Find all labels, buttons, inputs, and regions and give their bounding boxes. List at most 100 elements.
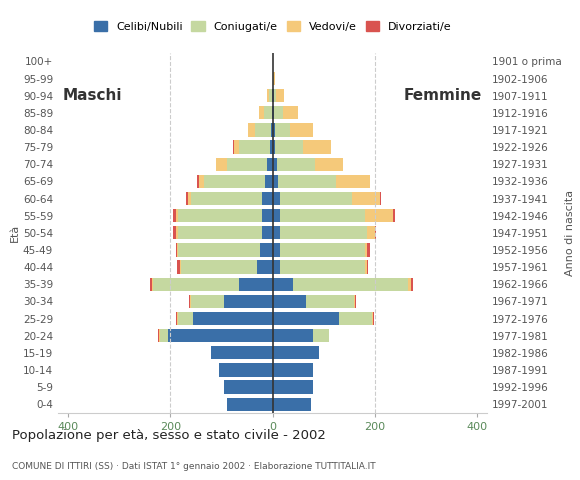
Bar	[375, 226, 376, 240]
Bar	[191, 192, 262, 205]
Bar	[273, 106, 274, 120]
Bar	[234, 141, 240, 154]
Bar	[159, 329, 160, 342]
Bar	[290, 123, 313, 137]
Bar	[273, 175, 278, 188]
Bar	[177, 260, 180, 274]
Bar	[280, 260, 365, 274]
Bar	[191, 295, 224, 308]
Text: Femmine: Femmine	[404, 88, 482, 103]
Bar	[273, 89, 274, 102]
Bar	[248, 123, 255, 137]
Bar	[274, 106, 283, 120]
Bar	[365, 243, 367, 257]
Bar	[273, 123, 275, 137]
Bar	[273, 226, 280, 240]
Bar	[275, 123, 290, 137]
Bar	[273, 346, 318, 360]
Bar	[306, 295, 354, 308]
Bar	[176, 243, 177, 257]
Bar	[339, 312, 372, 325]
Bar	[278, 175, 336, 188]
Bar	[258, 260, 273, 274]
Bar	[267, 89, 269, 102]
Bar	[273, 329, 313, 342]
Bar	[393, 209, 395, 222]
Bar	[176, 226, 178, 240]
Bar	[293, 277, 408, 291]
Bar	[271, 106, 273, 120]
Bar	[227, 157, 267, 171]
Bar	[367, 243, 369, 257]
Bar	[224, 380, 273, 394]
Bar	[178, 226, 262, 240]
Bar	[219, 363, 273, 377]
Bar	[186, 192, 188, 205]
Bar	[255, 123, 270, 137]
Bar	[198, 175, 204, 188]
Text: COMUNE DI ITTIRI (SS) · Dati ISTAT 1° gennaio 2002 · Elaborazione TUTTITALIA.IT: COMUNE DI ITTIRI (SS) · Dati ISTAT 1° ge…	[12, 462, 375, 471]
Text: Popolazione per età, sesso e stato civile - 2002: Popolazione per età, sesso e stato civil…	[12, 429, 325, 442]
Bar	[177, 312, 178, 325]
Bar	[273, 72, 275, 85]
Bar	[411, 277, 413, 291]
Bar	[275, 141, 303, 154]
Bar	[273, 397, 311, 411]
Bar	[270, 123, 273, 137]
Bar	[380, 192, 381, 205]
Bar	[280, 192, 352, 205]
Bar	[273, 192, 280, 205]
Bar	[177, 243, 178, 257]
Bar	[168, 329, 273, 342]
Bar	[273, 157, 277, 171]
Bar	[193, 312, 273, 325]
Bar	[160, 329, 168, 342]
Bar	[352, 192, 380, 205]
Bar	[188, 192, 191, 205]
Bar	[273, 363, 313, 377]
Bar	[280, 209, 365, 222]
Bar	[269, 89, 271, 102]
Bar	[367, 260, 368, 274]
Bar	[271, 89, 273, 102]
Bar	[178, 312, 193, 325]
Bar	[273, 295, 306, 308]
Bar	[265, 175, 273, 188]
Bar	[264, 106, 271, 120]
Bar	[354, 295, 356, 308]
Bar	[262, 192, 273, 205]
Y-axis label: Anno di nascita: Anno di nascita	[564, 190, 575, 276]
Bar	[365, 209, 393, 222]
Bar	[280, 226, 367, 240]
Bar	[190, 295, 191, 308]
Bar	[240, 277, 273, 291]
Bar	[367, 226, 375, 240]
Bar	[270, 141, 273, 154]
Bar	[178, 209, 262, 222]
Legend: Celibi/Nubili, Coniugati/e, Vedovi/e, Divorziati/e: Celibi/Nubili, Coniugati/e, Vedovi/e, Di…	[89, 17, 456, 36]
Bar	[365, 260, 367, 274]
Bar	[151, 277, 153, 291]
Bar	[273, 141, 275, 154]
Bar	[336, 175, 369, 188]
Bar	[280, 243, 365, 257]
Bar	[372, 312, 374, 325]
Bar	[211, 346, 273, 360]
Bar	[315, 157, 343, 171]
Bar	[150, 277, 151, 291]
Bar	[180, 260, 258, 274]
Bar	[216, 157, 227, 171]
Bar	[204, 175, 265, 188]
Bar	[189, 295, 190, 308]
Bar	[233, 141, 234, 154]
Bar	[158, 329, 159, 342]
Bar	[276, 89, 284, 102]
Bar	[178, 243, 260, 257]
Bar	[283, 106, 298, 120]
Bar	[273, 209, 280, 222]
Bar	[273, 243, 280, 257]
Bar	[176, 209, 178, 222]
Bar	[262, 209, 273, 222]
Bar	[313, 329, 329, 342]
Bar	[273, 260, 280, 274]
